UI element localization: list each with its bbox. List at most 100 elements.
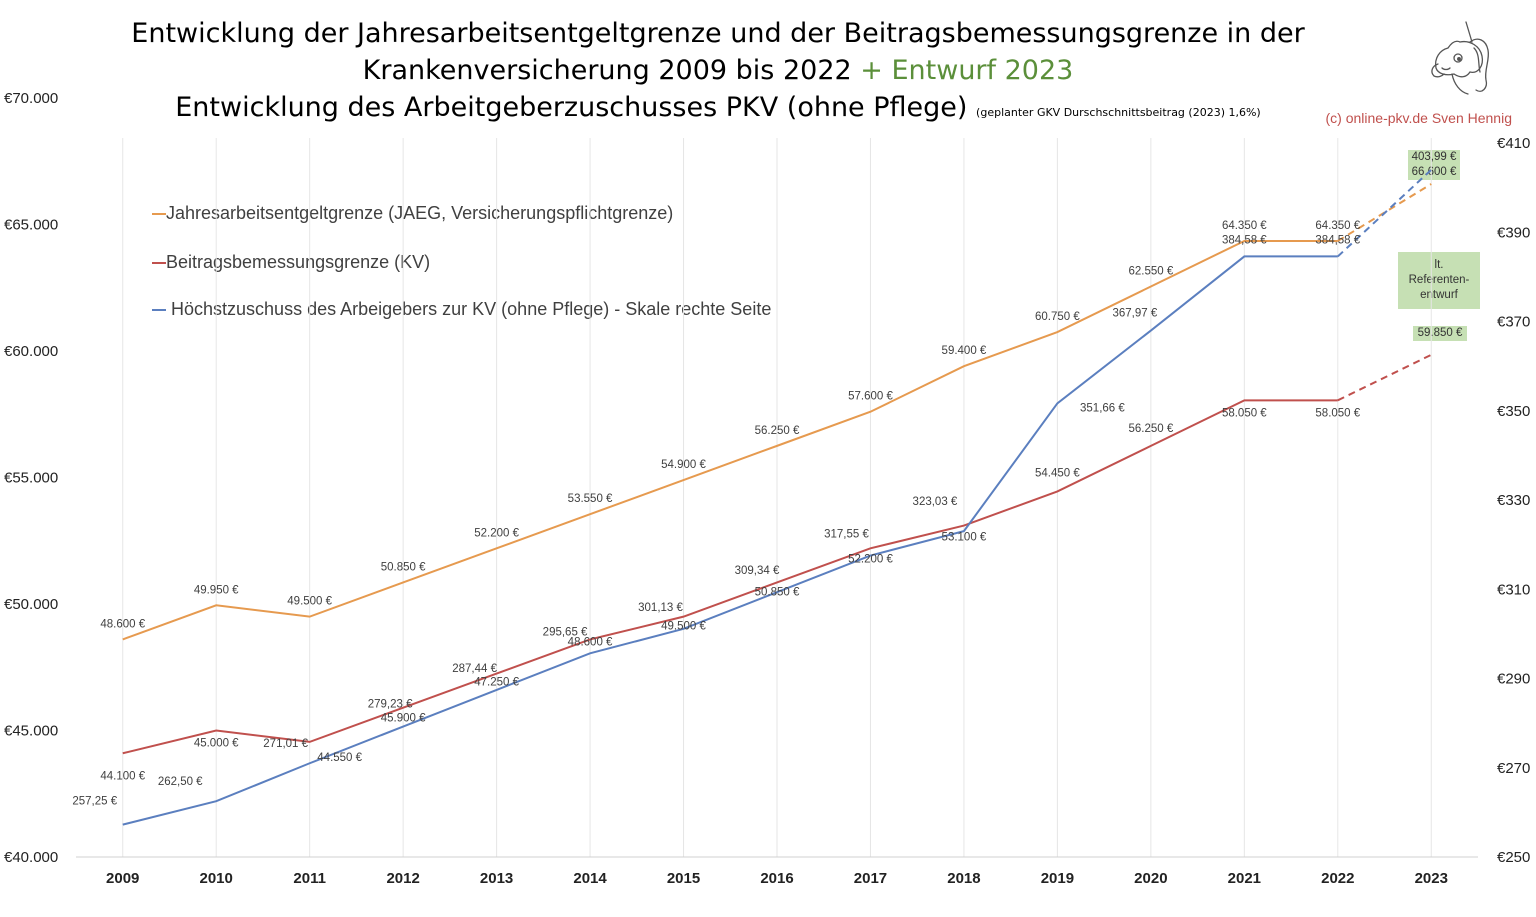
data-label-bbg: 45.000 € bbox=[194, 738, 239, 750]
y-left-tick-label: €40.000 bbox=[4, 849, 58, 866]
y-left-tick-label: €55.000 bbox=[4, 470, 58, 487]
chart-title-line1: Entwicklung der Jahresarbeitsentgeltgren… bbox=[131, 18, 1305, 49]
y-right-tick-label: €310 bbox=[1497, 581, 1530, 598]
callout-2023-values: 403,99 € 66.600 € bbox=[1408, 150, 1460, 180]
series-line-zuschuss bbox=[122, 255, 1338, 826]
x-tick-label: 2017 bbox=[854, 870, 887, 887]
data-label-bbg: 58.050 € bbox=[1315, 407, 1360, 419]
y-right-tick-label: €370 bbox=[1497, 314, 1530, 331]
data-label-bbg: 58.050 € bbox=[1222, 407, 1267, 419]
unicorn-logo-icon bbox=[1431, 21, 1490, 95]
data-label-bbg: 53.100 € bbox=[942, 532, 987, 544]
data-label-jaeg: 56.250 € bbox=[755, 425, 800, 437]
data-label-zuschuss: 271,01 € bbox=[263, 738, 308, 750]
subtitle-note: (geplanter GKV Durschschnittsbeitrag (20… bbox=[976, 106, 1261, 119]
y-right-tick-label: €250 bbox=[1497, 849, 1530, 866]
data-label-jaeg: 49.950 € bbox=[194, 584, 239, 596]
legend-bbg: Beitragsbemessungsgrenze (KV) bbox=[152, 252, 430, 273]
data-label-jaeg: 53.550 € bbox=[568, 493, 613, 505]
data-label-jaeg: 50.850 € bbox=[381, 561, 426, 573]
data-label-bbg: 56.250 € bbox=[1128, 423, 1173, 435]
series-line-zuschuss-draft bbox=[1337, 169, 1432, 258]
data-label-zuschuss: 279,23 € bbox=[368, 699, 413, 711]
legend-zuschuss: Höchstzuschuss des Arbeigebers zur KV (o… bbox=[152, 299, 771, 320]
data-label-zuschuss: 287,44 € bbox=[452, 663, 497, 675]
x-tick-label: 2013 bbox=[480, 870, 513, 887]
x-tick-label: 2019 bbox=[1041, 870, 1074, 887]
callout-ref-line2: Referenten- bbox=[1408, 274, 1470, 286]
data-label-zuschuss: 257,25 € bbox=[72, 796, 117, 808]
data-label-jaeg: 54.900 € bbox=[661, 459, 706, 471]
data-label-zuschuss: 384,58 € bbox=[1222, 234, 1267, 246]
data-label-jaeg: 59.400 € bbox=[942, 345, 987, 357]
data-label-zuschuss: 317,55 € bbox=[824, 529, 869, 541]
data-label-bbg: 52.200 € bbox=[848, 553, 893, 565]
data-label-bbg: 54.450 € bbox=[1035, 467, 1080, 479]
data-label-bbg: 49.500 € bbox=[661, 621, 706, 633]
data-label-jaeg: 48.600 € bbox=[100, 618, 145, 630]
data-label-bbg: 50.850 € bbox=[755, 586, 800, 598]
title-main-text: Krankenversicherung 2009 bis 2022 bbox=[362, 55, 852, 86]
y-left-tick-label: €50.000 bbox=[4, 596, 58, 613]
data-label-zuschuss: 323,03 € bbox=[913, 496, 958, 508]
callout-zuschuss-2023: 403,99 € bbox=[1411, 151, 1457, 163]
x-tick-label: 2015 bbox=[667, 870, 700, 887]
data-label-bbg: 47.250 € bbox=[474, 677, 519, 689]
data-label-jaeg: 49.500 € bbox=[287, 596, 332, 608]
legend-jaeg: Jahresarbeitsentgeltgrenze (JAEG, Versic… bbox=[152, 203, 673, 224]
subtitle-main-text: Entwicklung des Arbeitgeberzuschusses PK… bbox=[175, 92, 968, 123]
callout-bbg-2023: 59.850 € bbox=[1413, 326, 1467, 341]
callout-ref-line1: lt. bbox=[1434, 259, 1444, 271]
copyright-text: (c) online-pkv.de Sven Hennig bbox=[1325, 110, 1512, 126]
data-label-zuschuss: 301,13 € bbox=[638, 602, 683, 614]
data-label-jaeg: 64.350 € bbox=[1222, 220, 1267, 232]
callout-ref-line3: entwurf bbox=[1420, 289, 1458, 301]
legend-label-jaeg: Jahresarbeitsentgeltgrenze (JAEG, Versic… bbox=[166, 203, 674, 223]
data-label-bbg: 48.600 € bbox=[568, 636, 613, 648]
x-tick-label: 2016 bbox=[760, 870, 793, 887]
data-label-jaeg: 60.750 € bbox=[1035, 311, 1080, 323]
data-label-zuschuss: 309,34 € bbox=[735, 565, 780, 577]
chart-title-line3: Entwicklung des Arbeitgeberzuschusses PK… bbox=[0, 92, 1436, 123]
y-left-tick-label: €60.000 bbox=[4, 343, 58, 360]
y-right-tick-label: €270 bbox=[1497, 760, 1530, 777]
data-label-jaeg: 52.200 € bbox=[474, 527, 519, 539]
data-label-zuschuss: 367,97 € bbox=[1112, 308, 1157, 320]
data-label-jaeg: 57.600 € bbox=[848, 391, 893, 403]
legend-label-bbg: Beitragsbemessungsgrenze (KV) bbox=[166, 252, 431, 272]
data-label-zuschuss: 262,50 € bbox=[158, 776, 203, 788]
x-tick-label: 2018 bbox=[947, 870, 980, 887]
data-label-bbg: 45.900 € bbox=[381, 713, 426, 725]
y-right-tick-label: €390 bbox=[1497, 224, 1530, 241]
x-tick-label: 2010 bbox=[200, 870, 233, 887]
y-right-tick-label: €410 bbox=[1497, 135, 1530, 152]
legend-label-zuschuss: Höchstzuschuss des Arbeigebers zur KV (o… bbox=[171, 299, 772, 319]
data-label-jaeg: 64.350 € bbox=[1315, 220, 1360, 232]
y-right-tick-label: €290 bbox=[1497, 671, 1530, 688]
callout-referentenentwurf: lt. Referenten- entwurf bbox=[1398, 252, 1480, 309]
legend-line-zuschuss bbox=[152, 309, 166, 312]
callout-jaeg-2023: 66.600 € bbox=[1411, 166, 1457, 178]
series-line-jaeg bbox=[122, 239, 1338, 641]
legend-line-jaeg bbox=[152, 213, 166, 216]
x-tick-label: 2014 bbox=[573, 870, 607, 887]
x-tick-label: 2011 bbox=[293, 870, 326, 887]
x-tick-label: 2020 bbox=[1134, 870, 1167, 887]
data-label-bbg: 44.100 € bbox=[100, 770, 145, 782]
data-label-bbg: 44.550 € bbox=[317, 752, 362, 764]
y-right-tick-label: €330 bbox=[1497, 492, 1530, 509]
x-tick-label: 2021 bbox=[1228, 870, 1261, 887]
x-tick-label: 2009 bbox=[106, 870, 139, 887]
y-left-tick-label: €45.000 bbox=[4, 723, 58, 740]
y-left-tick-label: €70.000 bbox=[4, 90, 58, 107]
legend-line-bbg bbox=[152, 262, 166, 265]
y-left-tick-label: €65.000 bbox=[4, 217, 58, 234]
data-label-zuschuss: 351,66 € bbox=[1080, 402, 1125, 414]
x-tick-label: 2012 bbox=[386, 870, 419, 887]
series-line-bbg bbox=[122, 399, 1338, 755]
title-draft-text: + Entwurf 2023 bbox=[851, 55, 1074, 86]
data-label-jaeg: 62.550 € bbox=[1128, 265, 1173, 277]
x-tick-label: 2022 bbox=[1321, 870, 1354, 887]
x-tick-label: 2023 bbox=[1415, 870, 1448, 887]
